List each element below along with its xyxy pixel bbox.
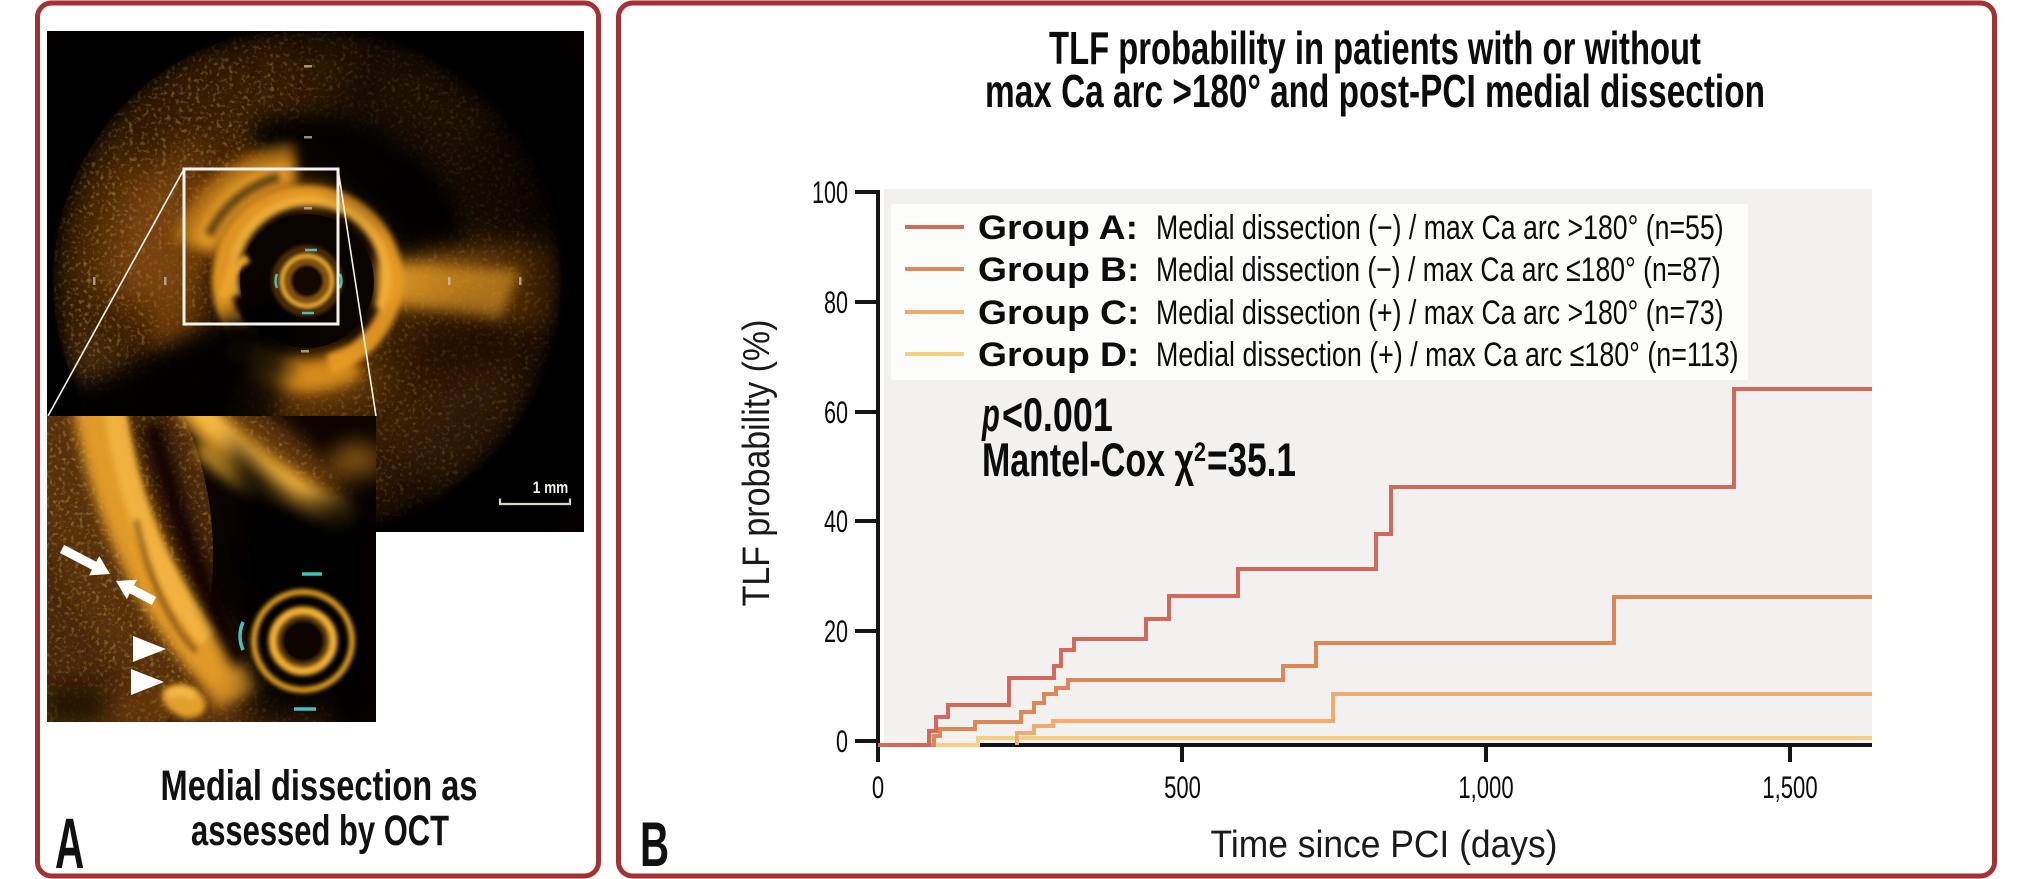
svg-text:Medial dissection (+) / max Ca: Medial dissection (+) / max Ca arc >180°… bbox=[1156, 293, 1724, 332]
svg-text:A: A bbox=[55, 805, 84, 879]
svg-text:Group D:: Group D: bbox=[978, 335, 1139, 373]
svg-text:assessed by OCT: assessed by OCT bbox=[191, 806, 449, 854]
svg-text:Group A:: Group A: bbox=[978, 208, 1138, 246]
svg-text:TLF probability in patients wi: TLF probability in patients with or with… bbox=[1049, 24, 1701, 75]
svg-text:2: 2 bbox=[1194, 438, 1206, 468]
svg-text:p: p bbox=[981, 390, 1000, 442]
svg-text:60: 60 bbox=[824, 395, 848, 430]
svg-text:B: B bbox=[640, 810, 669, 879]
svg-text:=35.1: =35.1 bbox=[1207, 433, 1296, 486]
svg-text:500: 500 bbox=[1164, 769, 1201, 805]
svg-text:Medial dissection as: Medial dissection as bbox=[161, 762, 478, 810]
svg-text:Medial dissection (−) / max Ca: Medial dissection (−) / max Ca arc >180°… bbox=[1156, 208, 1724, 247]
svg-text:Medial dissection (+) / max Ca: Medial dissection (+) / max Ca arc ≤180°… bbox=[1156, 335, 1739, 374]
svg-text:Group B:: Group B: bbox=[978, 250, 1139, 288]
svg-text:Time since PCI (days): Time since PCI (days) bbox=[1211, 823, 1558, 865]
svg-text:80: 80 bbox=[824, 285, 848, 320]
svg-text:1,000: 1,000 bbox=[1458, 769, 1513, 805]
svg-text:20: 20 bbox=[824, 614, 848, 649]
svg-text:1 mm: 1 mm bbox=[533, 479, 568, 498]
svg-text:1,500: 1,500 bbox=[1762, 769, 1817, 805]
svg-text:100: 100 bbox=[812, 175, 848, 210]
svg-text:<0.001: <0.001 bbox=[1002, 388, 1113, 441]
svg-text:0: 0 bbox=[872, 769, 884, 805]
svg-text:Group C:: Group C: bbox=[978, 293, 1139, 331]
svg-text:max Ca arc >180° and post-PCI: max Ca arc >180° and post-PCI medial dis… bbox=[985, 66, 1765, 118]
svg-text:Mantel-Cox χ: Mantel-Cox χ bbox=[982, 434, 1194, 487]
svg-text:Medial dissection (−) / max Ca: Medial dissection (−) / max Ca arc ≤180°… bbox=[1156, 250, 1721, 289]
svg-text:TLF probability (%): TLF probability (%) bbox=[734, 320, 777, 607]
svg-text:40: 40 bbox=[824, 504, 848, 539]
svg-text:0: 0 bbox=[836, 724, 848, 759]
